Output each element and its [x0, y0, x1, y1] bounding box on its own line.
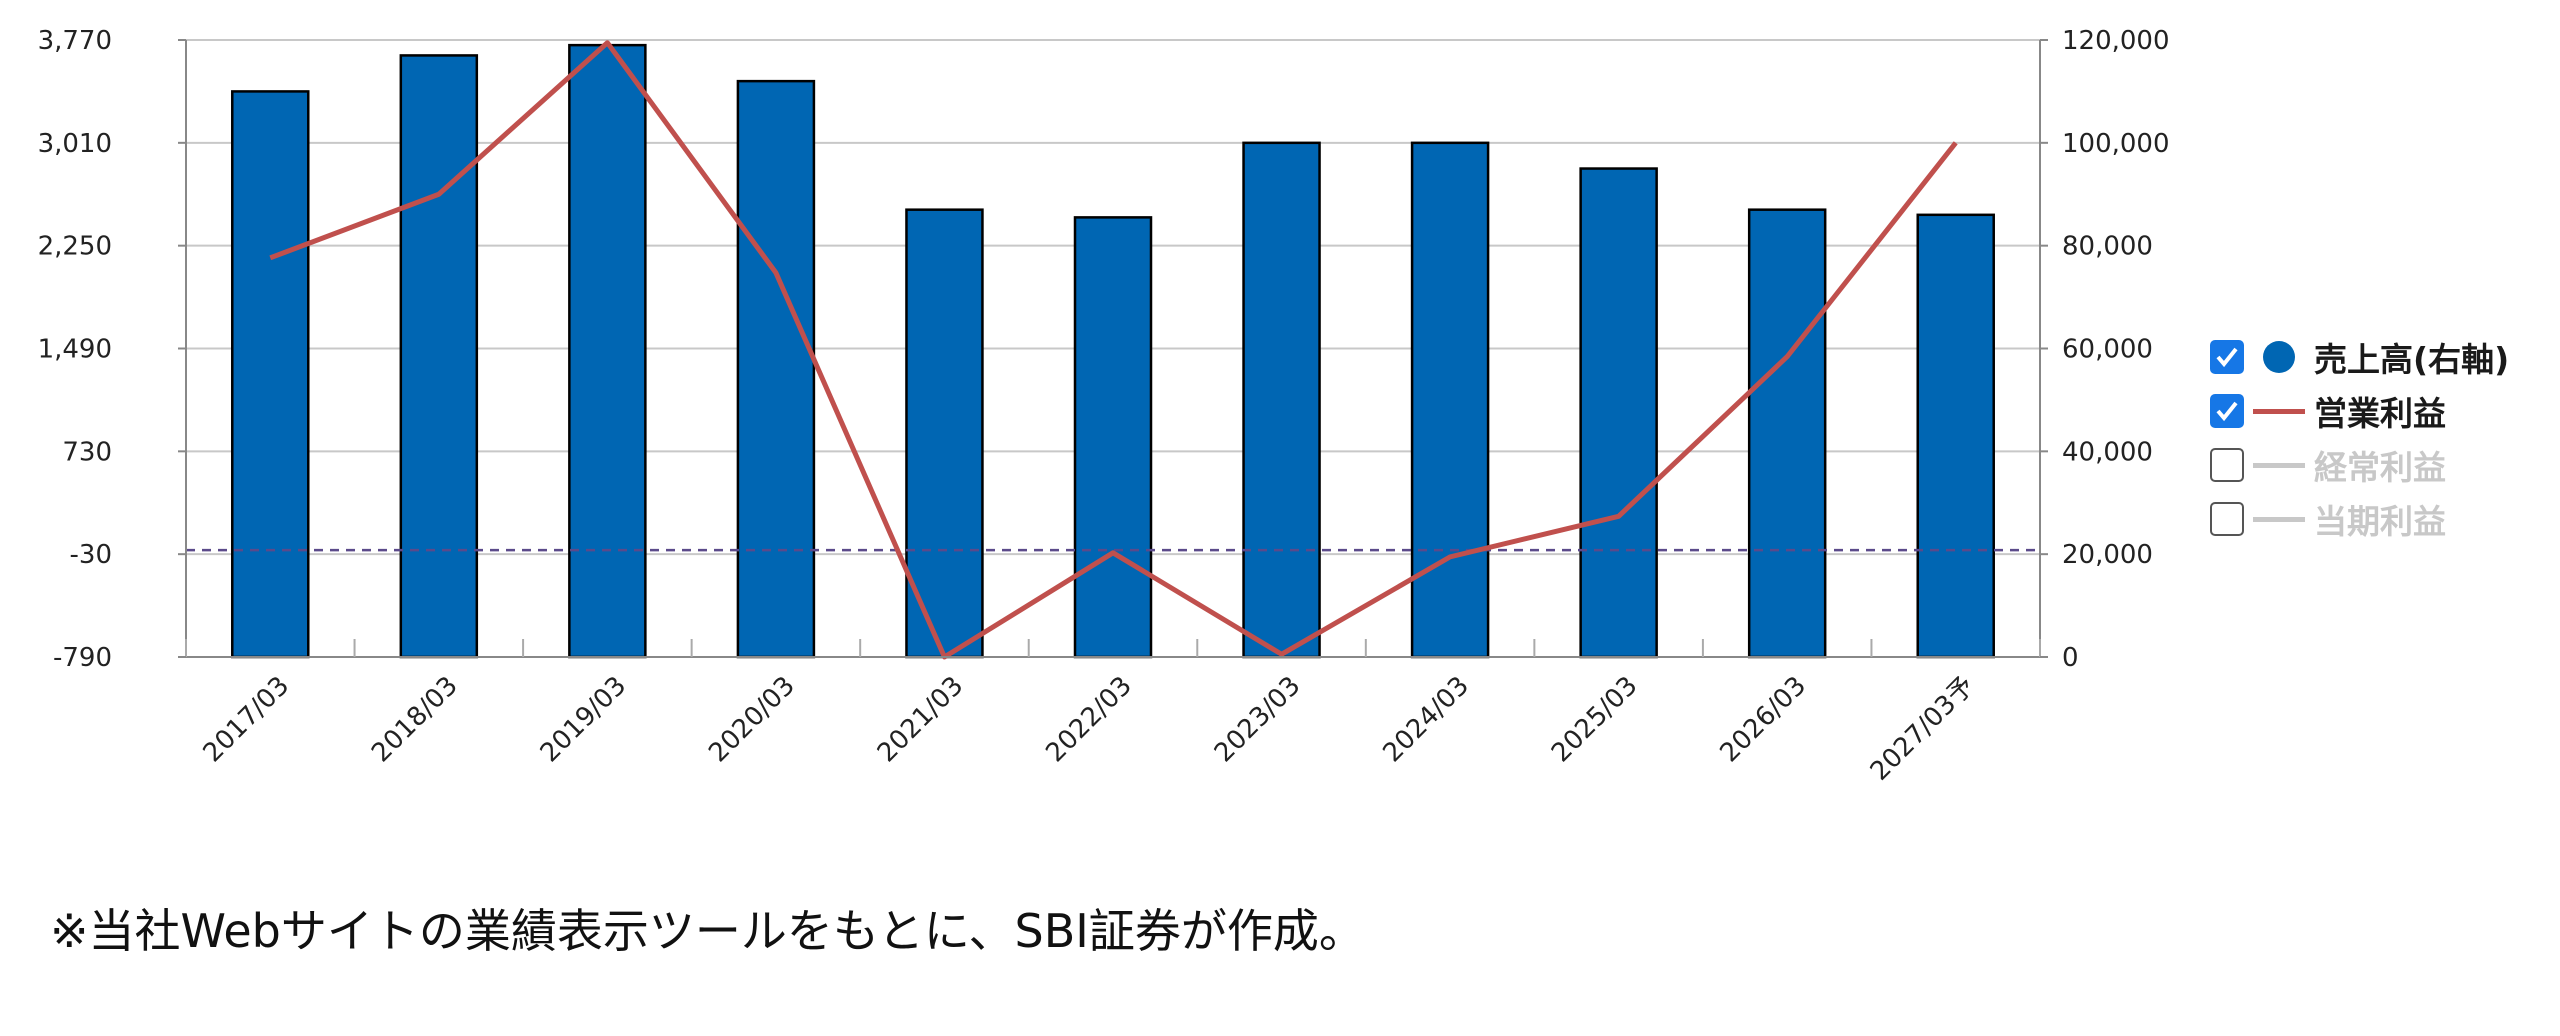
- x-tick-label: 2023/03: [1209, 671, 1307, 769]
- bar-2017/03: [231, 90, 310, 659]
- left-tick-label: 2,250: [38, 232, 112, 262]
- x-tick-label: 2022/03: [1040, 671, 1138, 769]
- left-tick-label: 730: [62, 437, 112, 467]
- right-tick-label: 80,000: [2062, 232, 2153, 262]
- bars: [231, 43, 1995, 659]
- bar-2027/03予: [1916, 213, 1995, 659]
- right-tick-label: 120,000: [2062, 26, 2170, 56]
- right-tick-label: 100,000: [2062, 129, 2170, 159]
- legend-label-net-profit: 当期利益: [2314, 502, 2446, 541]
- bar-2021/03: [905, 208, 984, 659]
- legend-checkbox-net-profit[interactable]: [2210, 502, 2244, 536]
- axes: [178, 39, 2048, 658]
- x-tick-label: 2017/03: [198, 671, 296, 769]
- bar-2022/03: [1073, 216, 1153, 659]
- left-tick-label: 3,770: [38, 26, 112, 56]
- x-tick-label: 2021/03: [872, 671, 970, 769]
- right-tick-label: 40,000: [2062, 437, 2153, 467]
- left-tick-label: -790: [53, 643, 112, 673]
- left-tick-label: -30: [70, 540, 112, 570]
- right-tick-label: 60,000: [2062, 335, 2153, 365]
- left-tick-label: 3,010: [38, 129, 112, 159]
- bar-2025/03: [1579, 167, 1658, 659]
- x-tick-label: 2020/03: [703, 671, 801, 769]
- right-tick-label: 0: [2062, 643, 2079, 673]
- legend-item-ordinary-profit[interactable]: 経常利益: [2210, 438, 2509, 492]
- bar-2019/03: [568, 43, 647, 659]
- legend-marker-line-icon: [2252, 448, 2306, 482]
- x-tick-label: 2026/03: [1715, 671, 1813, 769]
- left-tick-label: 1,490: [38, 335, 112, 365]
- left-axis-ticks: 3,770 3,010 2,250 1,490 730 -30 -790: [38, 26, 112, 673]
- legend-marker-dot-icon: [2252, 340, 2306, 374]
- legend-item-net-profit[interactable]: 当期利益: [2210, 492, 2509, 546]
- bar-2023/03: [1242, 141, 1321, 659]
- legend-marker-line-icon: [2252, 502, 2306, 536]
- x-tick-label: 2018/03: [366, 671, 464, 769]
- source-note: ※当社Webサイトの業績表示ツールをもとに、SBI証券が作成。: [50, 904, 1365, 958]
- legend-checkbox-sales[interactable]: [2210, 340, 2244, 374]
- legend-label-sales: 売上高(右軸): [2314, 340, 2510, 379]
- check-icon: [2216, 347, 2238, 368]
- bar-2020/03: [736, 79, 816, 659]
- legend-checkbox-operating-profit[interactable]: [2210, 394, 2244, 428]
- legend-marker-line-icon: [2252, 394, 2306, 428]
- right-tick-label: 20,000: [2062, 540, 2153, 570]
- right-axis-ticks: 120,000 100,000 80,000 60,000 40,000 20,000 0: [2062, 26, 2170, 673]
- bar-2026/03: [1747, 208, 1827, 659]
- legend-item-operating-profit[interactable]: 営業利益: [2210, 384, 2509, 438]
- x-axis-ticks: 2017/03 2018/03 2019/03 2020/03 2021/03 2022/…: [198, 671, 1981, 787]
- chart: 3,770 3,010 2,250 1,490 730 -30 -790 120,000 10…: [38, 26, 2170, 787]
- x-tick-label: 2025/03: [1546, 671, 1644, 769]
- legend-label-ordinary-profit: 経常利益: [2314, 448, 2446, 487]
- x-tick-label: 2024/03: [1377, 671, 1475, 769]
- legend-item-sales[interactable]: 売上高(右軸): [2210, 330, 2509, 384]
- x-tick-label: 2019/03: [535, 671, 633, 769]
- line-series: [269, 40, 1958, 660]
- x-tick-label: 2027/03予: [1865, 671, 1981, 787]
- legend-checkbox-ordinary-profit[interactable]: [2210, 448, 2244, 482]
- legend: 売上高(右軸) 営業利益 経常利益 当期利益: [2210, 330, 2509, 546]
- bar-2018/03: [399, 54, 479, 659]
- legend-label-operating-profit: 営業利益: [2314, 394, 2446, 433]
- bar-2024/03: [1410, 141, 1490, 659]
- check-icon: [2216, 401, 2238, 422]
